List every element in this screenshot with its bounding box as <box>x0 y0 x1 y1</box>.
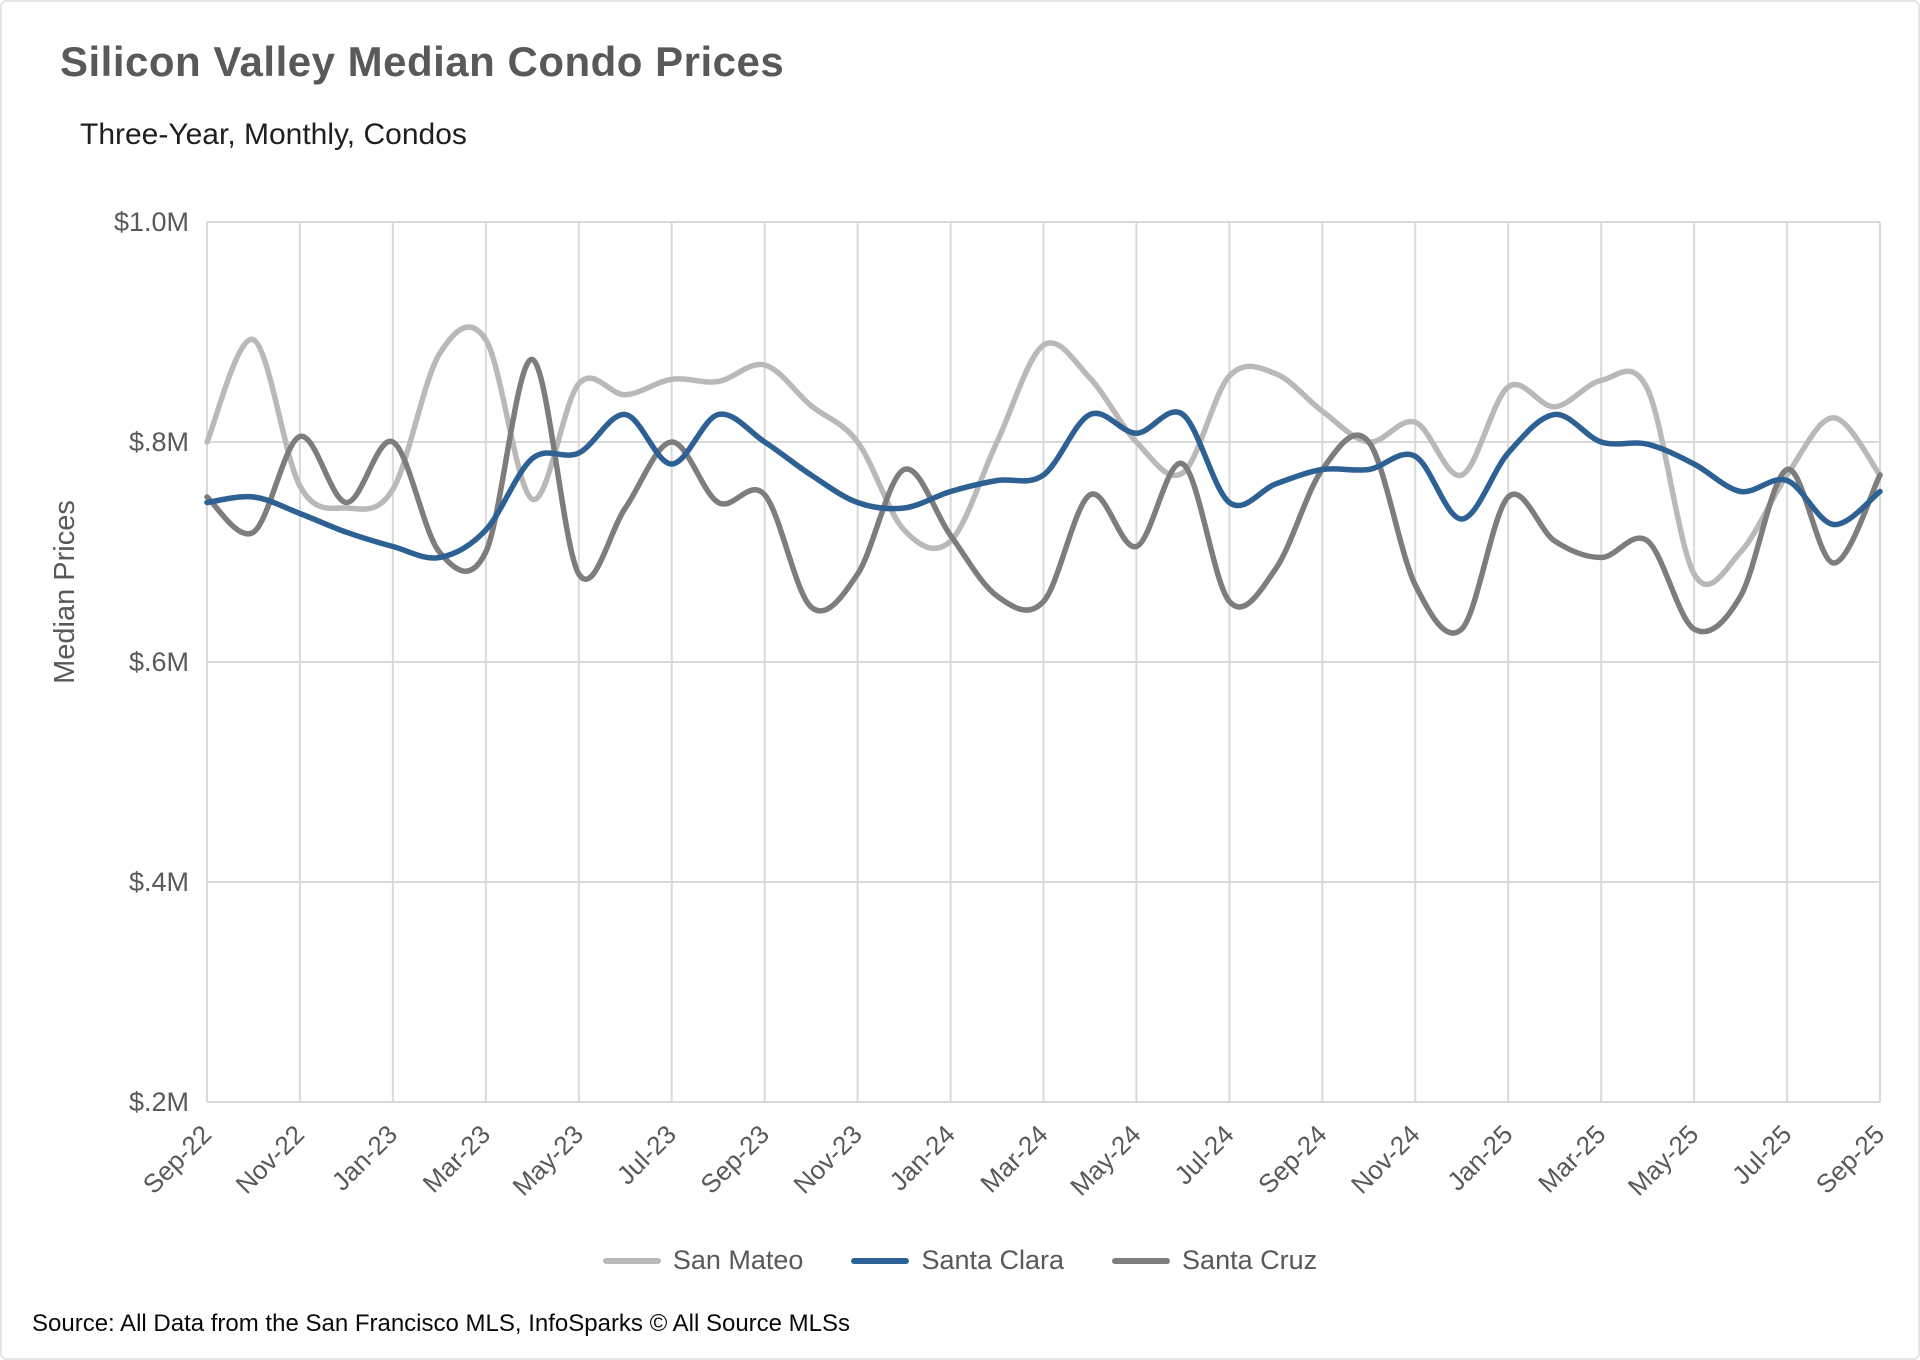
x-tick-label: Nov-24 <box>1345 1119 1425 1199</box>
x-tick-label: Jan-25 <box>1441 1119 1518 1196</box>
y-tick-label: $.2M <box>129 1087 189 1117</box>
x-tick-label: Jul-23 <box>611 1119 682 1190</box>
legend-swatch-san-mateo <box>602 1257 661 1264</box>
x-axis-labels: Sep-22 Nov-22 Jan-23 Mar-23 May-23 Jul-23 Sep-… <box>137 1119 1890 1202</box>
chart-subtitle: Three-Year, Monthly, Condos <box>80 118 467 151</box>
legend-label-santa-cruz: Santa Cruz <box>1182 1245 1318 1275</box>
legend-swatch-santa-clara <box>851 1257 910 1264</box>
x-tick-label: May-24 <box>1064 1119 1147 1202</box>
legend-label-san-mateo: San Mateo <box>672 1245 804 1275</box>
x-tick-label: Jul-25 <box>1726 1119 1797 1190</box>
legend-swatch-santa-cruz <box>1112 1257 1171 1264</box>
x-tick-label: Sep-23 <box>694 1119 774 1199</box>
x-tick-label: Jul-24 <box>1168 1119 1239 1190</box>
legend-label-santa-clara: Santa Clara <box>921 1245 1065 1275</box>
gridlines <box>206 221 1881 1103</box>
x-tick-label: Mar-24 <box>974 1119 1053 1198</box>
y-tick-label: $.4M <box>129 867 189 897</box>
y-tick-label: $.8M <box>129 427 189 457</box>
x-tick-label: Mar-23 <box>417 1119 496 1198</box>
y-tick-label: $.6M <box>129 647 189 677</box>
x-tick-label: May-23 <box>507 1119 590 1202</box>
x-tick-label: Mar-25 <box>1532 1119 1611 1198</box>
y-axis-labels: $1.0M $.8M $.6M $.4M $.2M <box>114 207 189 1117</box>
chart-legend: San Mateo Santa Clara Santa Cruz <box>2 1245 1918 1276</box>
x-tick-label: Sep-22 <box>137 1119 217 1199</box>
series-lines <box>204 324 1883 636</box>
x-tick-label: Nov-23 <box>787 1119 867 1199</box>
x-tick-label: Sep-25 <box>1810 1119 1890 1199</box>
x-tick-label: Nov-22 <box>230 1119 310 1199</box>
series-line-santa-clara <box>204 409 1883 561</box>
x-tick-label: Jan-23 <box>326 1119 403 1196</box>
y-axis-title: Median Prices <box>49 500 81 684</box>
x-tick-label: May-25 <box>1622 1119 1705 1202</box>
series-line-santa-cruz <box>204 356 1883 636</box>
legend-item-santa-cruz: Santa Cruz <box>1112 1245 1317 1276</box>
legend-item-santa-clara: Santa Clara <box>851 1245 1064 1276</box>
chart-title: Silicon Valley Median Condo Prices <box>60 38 785 85</box>
x-tick-label: Sep-24 <box>1252 1119 1332 1199</box>
series-line-san-mateo <box>204 324 1883 588</box>
x-tick-label: Jan-24 <box>883 1119 960 1196</box>
source-note: Source: All Data from the San Francisco … <box>32 1310 851 1337</box>
legend-item-san-mateo: San Mateo <box>602 1245 804 1276</box>
y-tick-label: $1.0M <box>114 207 189 237</box>
